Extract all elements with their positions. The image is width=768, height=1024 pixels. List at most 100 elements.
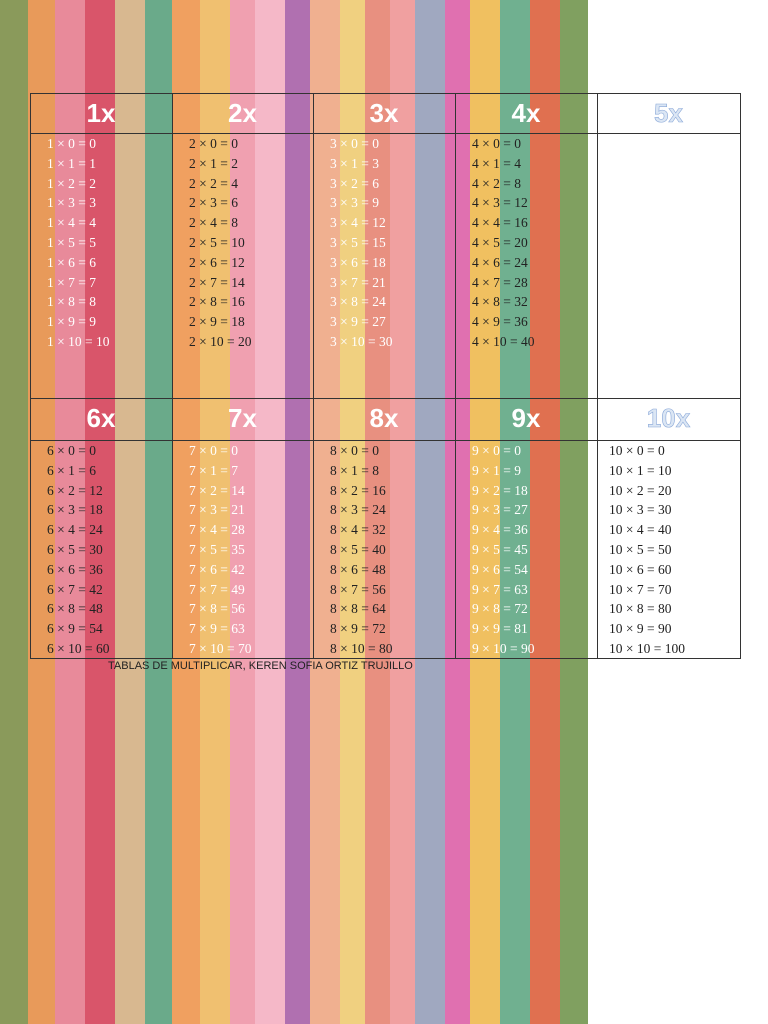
table-row: 7 × 5 = 35 bbox=[189, 542, 245, 557]
table-row: 7 × 0 = 0 bbox=[189, 443, 238, 458]
table-row: 9 × 8 = 72 bbox=[472, 601, 528, 617]
table-row: 6 × 1 = 6 bbox=[47, 462, 96, 478]
table-row: 1 × 6 = 6 bbox=[47, 254, 96, 270]
table-row: 8 × 1 = 8 bbox=[330, 462, 379, 478]
table-row: 4 × 4 = 16 bbox=[472, 215, 528, 231]
table-title: 3x bbox=[369, 98, 399, 128]
table-row: 6 × 8 = 48 bbox=[47, 601, 103, 617]
table-title: 7x bbox=[228, 403, 257, 433]
table-row: 3 × 7 = 21 bbox=[330, 274, 386, 290]
table-row: 7 × 7 = 49 bbox=[189, 581, 245, 597]
table-row: 1 × 8 = 8 bbox=[47, 294, 96, 310]
table-row: 6 × 3 = 18 bbox=[47, 502, 103, 518]
table-row: 1 × 2 = 2 bbox=[47, 175, 96, 191]
table-row: 10 × 9 = 90 bbox=[609, 621, 672, 637]
table-row: 3 × 2 = 6 bbox=[330, 175, 379, 191]
table-title: 4x bbox=[511, 98, 541, 128]
table-row: 1 × 5 = 5 bbox=[47, 235, 96, 250]
table-row: 8 × 9 = 72 bbox=[330, 621, 386, 637]
table-row: 3 × 1 = 3 bbox=[330, 155, 379, 171]
table-row: 7 × 6 = 42 bbox=[189, 561, 245, 577]
table-row: 2 × 5 = 10 bbox=[189, 235, 245, 250]
table-row: 8 × 5 = 40 bbox=[330, 542, 386, 557]
table-row: 2 × 3 = 6 bbox=[189, 195, 238, 211]
table-row: 4 × 3 = 12 bbox=[472, 195, 528, 211]
table-row: 3 × 3 = 9 bbox=[330, 195, 379, 211]
table-row: 1 × 1 = 1 bbox=[47, 155, 96, 171]
table-row: 3 × 0 = 0 bbox=[330, 136, 379, 151]
table-title: 8x bbox=[369, 403, 399, 433]
table-row: 3 × 4 = 12 bbox=[330, 215, 386, 231]
table-row: 10 × 0 = 0 bbox=[609, 443, 665, 458]
table-row: 10 × 8 = 80 bbox=[609, 601, 672, 617]
table-row: 9 × 2 = 18 bbox=[472, 482, 528, 498]
table-body-cell bbox=[597, 440, 741, 659]
table-row: 10 × 10 = 100 bbox=[609, 641, 685, 656]
table-row: 3 × 9 = 27 bbox=[330, 314, 386, 330]
table-row: 4 × 9 = 36 bbox=[472, 314, 528, 330]
table-row: 1 × 0 = 0 bbox=[47, 136, 96, 151]
table-body-cell bbox=[597, 133, 741, 399]
table-row: 9 × 10 = 90 bbox=[472, 641, 535, 656]
table-row: 8 × 8 = 64 bbox=[330, 601, 386, 617]
table-row: 8 × 2 = 16 bbox=[330, 482, 386, 498]
table-row: 9 × 5 = 45 bbox=[472, 542, 528, 557]
table-row: 8 × 3 = 24 bbox=[330, 502, 386, 518]
table-row: 7 × 10 = 70 bbox=[189, 641, 252, 656]
table-row: 2 × 4 = 8 bbox=[189, 215, 238, 231]
table-row: 1 × 10 = 10 bbox=[47, 334, 110, 349]
table-row: 1 × 7 = 7 bbox=[47, 274, 96, 290]
table-row: 2 × 6 = 12 bbox=[189, 254, 245, 270]
table-row: 9 × 9 = 81 bbox=[472, 621, 528, 637]
table-header-cell bbox=[597, 398, 741, 441]
table-row: 8 × 4 = 32 bbox=[330, 522, 386, 538]
table-row: 7 × 1 = 7 bbox=[189, 462, 238, 478]
table-row: 7 × 3 = 21 bbox=[189, 502, 245, 518]
table-row: 4 × 8 = 32 bbox=[472, 294, 528, 310]
table-row: 9 × 0 = 0 bbox=[472, 443, 521, 458]
table-row: 4 × 1 = 4 bbox=[472, 155, 521, 171]
table-row: 10 × 1 = 10 bbox=[609, 462, 672, 478]
table-row: 7 × 8 = 56 bbox=[189, 601, 245, 617]
table-row: 2 × 0 = 0 bbox=[189, 136, 238, 151]
table-row: 6 × 2 = 12 bbox=[47, 482, 103, 498]
table-title: 9x bbox=[511, 403, 541, 433]
table-row: 1 × 4 = 4 bbox=[47, 215, 96, 231]
table-row: 3 × 6 = 18 bbox=[330, 254, 386, 270]
wood-background bbox=[0, 0, 588, 1024]
table-row: 7 × 9 = 63 bbox=[189, 621, 245, 637]
table-row: 4 × 6 = 24 bbox=[472, 254, 528, 270]
table-title: 5x bbox=[654, 98, 684, 129]
table-row: 6 × 4 = 24 bbox=[47, 522, 103, 538]
table-row: 6 × 6 = 36 bbox=[47, 561, 103, 577]
table-row: 9 × 4 = 36 bbox=[472, 522, 528, 538]
table-row: 2 × 7 = 14 bbox=[189, 274, 245, 290]
table-row: 10 × 2 = 20 bbox=[609, 482, 672, 498]
table-row: 3 × 10 = 30 bbox=[330, 334, 393, 349]
table-row: 6 × 5 = 30 bbox=[47, 542, 103, 557]
table-row: 2 × 10 = 20 bbox=[189, 334, 252, 349]
table-title: 10x bbox=[646, 403, 691, 434]
table-row: 6 × 7 = 42 bbox=[47, 581, 103, 597]
table-title: 2x bbox=[228, 98, 257, 128]
table-row: 10 × 7 = 70 bbox=[609, 581, 672, 597]
table-row: 8 × 7 = 56 bbox=[330, 581, 386, 597]
table-row: 2 × 1 = 2 bbox=[189, 155, 238, 171]
table-row: 7 × 2 = 14 bbox=[189, 482, 245, 498]
table-row: 4 × 7 = 28 bbox=[472, 274, 528, 290]
table-row: 4 × 10 = 40 bbox=[472, 334, 535, 349]
table-row: 4 × 5 = 20 bbox=[472, 235, 528, 250]
table-row: 10 × 6 = 60 bbox=[609, 561, 672, 577]
table-row: 9 × 6 = 54 bbox=[472, 561, 528, 577]
table-row: 8 × 10 = 80 bbox=[330, 641, 393, 656]
table-title: 1x bbox=[86, 98, 116, 128]
table-row: 10 × 3 = 30 bbox=[609, 502, 672, 518]
table-row: 2 × 9 = 18 bbox=[189, 314, 245, 330]
table-row: 6 × 10 = 60 bbox=[47, 641, 110, 656]
table-row: 2 × 8 = 16 bbox=[189, 294, 245, 310]
table-row: 10 × 4 = 40 bbox=[609, 522, 672, 538]
table-row: 2 × 2 = 4 bbox=[189, 175, 238, 191]
table-row: 1 × 9 = 9 bbox=[47, 314, 96, 330]
table-row: 9 × 1 = 9 bbox=[472, 462, 521, 478]
